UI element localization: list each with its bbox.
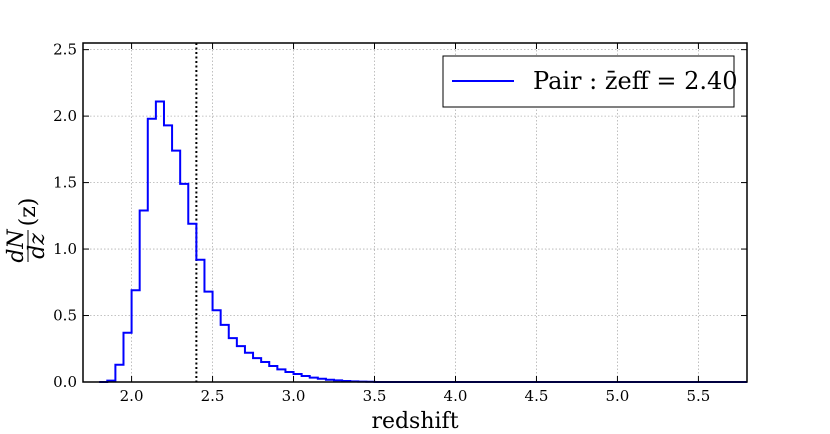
y-tick-label: 0.5	[53, 307, 77, 325]
y-tick-label: 1.0	[53, 240, 77, 258]
x-tick-label: 3.0	[282, 387, 306, 405]
histogram-step-line	[99, 100, 747, 383]
svg-text:dz: dz	[25, 233, 50, 259]
y-axis-label-numerator: dN	[4, 229, 29, 263]
tick-labels: 2.0 2.5 3.0 3.5 4.0 4.5 5.0 5.5 0.0 0.5 1.0 1.5 2.0 2…	[53, 41, 710, 405]
x-tick-label: 4.5	[525, 387, 549, 405]
y-tick-label: 1.5	[53, 174, 77, 192]
x-tick-label: 5.0	[606, 387, 630, 405]
series-group	[99, 100, 747, 383]
y-tick-label: 2.0	[53, 107, 77, 125]
plot-frame	[82, 42, 748, 383]
y-axis-label: dN dz (z)	[4, 198, 50, 263]
x-axis-label: redshift	[371, 409, 458, 434]
y-axis-label-argument: (z)	[16, 198, 41, 227]
y-tick-label: 0.0	[53, 373, 77, 391]
x-tick-label: 4.0	[444, 387, 468, 405]
x-tick-label: 3.5	[363, 387, 387, 405]
y-axis-label-denominator: dz	[25, 233, 50, 259]
svg-text:dN: dN	[4, 229, 29, 263]
x-tick-label: 2.5	[201, 387, 225, 405]
ticks	[83, 43, 747, 383]
svg-text:(z): (z)	[16, 198, 41, 227]
y-tick-label: 2.5	[53, 41, 77, 59]
x-tick-label: 2.0	[120, 387, 144, 405]
x-tick-label: 5.5	[686, 387, 710, 405]
legend-label: Pair : z̄eff = 2.40	[533, 67, 738, 95]
legend: Pair : z̄eff = 2.40	[442, 55, 738, 108]
